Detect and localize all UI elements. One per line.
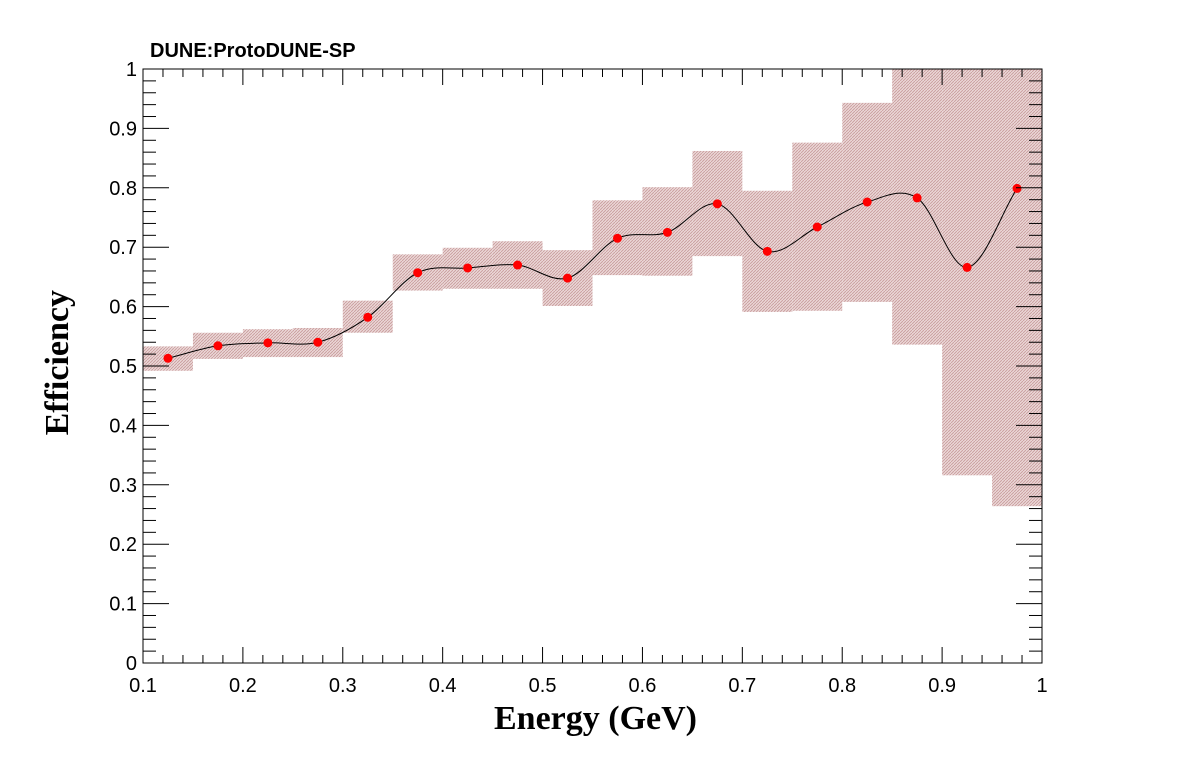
data-point-10 bbox=[662, 227, 672, 237]
chart-title: DUNE:ProtoDUNE-SP bbox=[150, 40, 356, 62]
y-tick-label-5: 0.5 bbox=[109, 356, 137, 378]
y-tick-labels: 0 0.1 0.2 0.3 0.4 0.5 0.6 0.7 0.8 0.9 1 bbox=[109, 59, 137, 675]
x-tick-label-0: 0.1 bbox=[129, 675, 157, 697]
data-point-11 bbox=[712, 199, 722, 209]
data-point-15 bbox=[912, 193, 922, 203]
data-point-7 bbox=[513, 260, 523, 270]
data-points bbox=[163, 183, 1022, 363]
data-point-3 bbox=[313, 337, 323, 347]
x-tick-label-7: 0.8 bbox=[828, 675, 856, 697]
x-tick-label-2: 0.3 bbox=[329, 675, 357, 697]
x-tick-label-6: 0.7 bbox=[728, 675, 756, 697]
data-point-12 bbox=[762, 246, 772, 256]
y-tick-label-6: 0.6 bbox=[109, 297, 137, 319]
y-tick-label-2: 0.2 bbox=[109, 534, 137, 556]
y-tick-label-1: 0.1 bbox=[109, 594, 137, 616]
y-tick-label-4: 0.4 bbox=[109, 415, 137, 437]
y-tick-label-7: 0.7 bbox=[109, 237, 137, 259]
data-point-14 bbox=[862, 197, 872, 207]
error-band-16 bbox=[942, 69, 993, 476]
x-tick-labels: 0.1 0.2 0.3 0.4 0.5 0.6 0.7 0.8 0.9 1 bbox=[129, 675, 1047, 697]
y-tick-label-8: 0.8 bbox=[109, 178, 137, 200]
x-tick-label-5: 0.6 bbox=[629, 675, 657, 697]
data-point-8 bbox=[563, 273, 573, 283]
data-point-4 bbox=[363, 312, 373, 322]
error-bands bbox=[143, 69, 1042, 507]
y-tick-label-0: 0 bbox=[126, 653, 137, 675]
x-tick-label-1: 0.2 bbox=[229, 675, 257, 697]
data-point-6 bbox=[463, 263, 473, 273]
data-point-1 bbox=[213, 341, 223, 351]
y-tick-label-9: 0.9 bbox=[109, 118, 137, 140]
y-tick-label-3: 0.3 bbox=[109, 475, 137, 497]
x-tick-label-9: 1 bbox=[1036, 675, 1047, 697]
data-point-0 bbox=[163, 353, 173, 363]
data-point-13 bbox=[812, 222, 822, 232]
data-point-9 bbox=[612, 233, 622, 243]
data-point-17 bbox=[1012, 183, 1022, 193]
error-band-17 bbox=[992, 69, 1042, 507]
data-point-16 bbox=[962, 262, 972, 272]
y-tick-label-10: 1 bbox=[126, 59, 137, 81]
x-tick-label-3: 0.4 bbox=[429, 675, 457, 697]
error-band-15 bbox=[892, 69, 943, 345]
x-tick-label-8: 0.9 bbox=[928, 675, 956, 697]
x-axis-title: Energy (GeV) bbox=[494, 700, 697, 737]
y-axis-title: Efficiency bbox=[39, 290, 76, 435]
x-tick-label-4: 0.5 bbox=[529, 675, 557, 697]
axis-ticks bbox=[142, 68, 1043, 664]
data-point-2 bbox=[263, 338, 273, 348]
data-point-5 bbox=[413, 268, 423, 278]
